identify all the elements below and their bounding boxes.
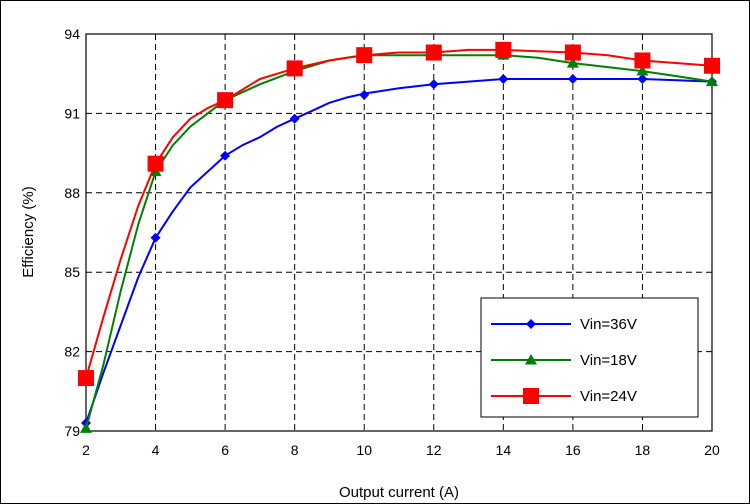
legend: Vin=36V Vin=18V Vin=24V [481,298,698,417]
legend-label: Vin=24V [580,388,637,405]
data-point [356,47,372,63]
x-tick-label: 8 [291,442,299,458]
x-tick-label: 18 [635,442,651,458]
data-point [217,92,233,108]
y-tick-label: 79 [64,423,80,439]
x-tick-label: 2 [82,442,90,458]
y-tick-label: 82 [64,344,80,360]
x-axis-label: Output current (A) [339,484,459,501]
x-tick-label: 20 [704,442,720,458]
data-point [148,156,164,172]
x-tick-label: 14 [496,442,512,458]
data-point [704,58,720,74]
data-point [495,42,511,58]
x-tick-label: 4 [152,442,160,458]
y-tick-label: 94 [64,26,80,42]
data-point [287,60,303,76]
y-tick-label: 91 [64,105,80,121]
data-point [634,52,650,68]
data-point [78,370,94,386]
x-tick-label: 10 [356,442,372,458]
y-axis-label: Efficiency (%) [20,186,37,277]
y-tick-label: 88 [64,185,80,201]
x-tick-label: 6 [221,442,229,458]
data-point [426,45,442,61]
x-tick-label: 16 [565,442,581,458]
legend-label: Vin=18V [580,352,637,369]
legend-label: Vin=36V [580,316,637,333]
legend-marker [523,388,539,404]
x-tick-label: 12 [426,442,442,458]
y-tick-label: 85 [64,264,80,280]
data-point [565,45,581,61]
